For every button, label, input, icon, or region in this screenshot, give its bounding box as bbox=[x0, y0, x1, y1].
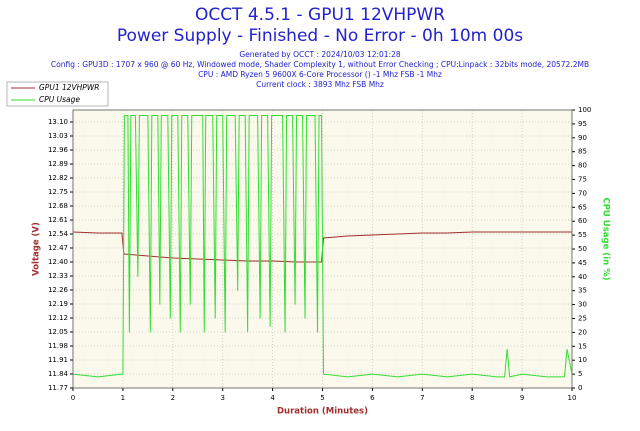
y-tick-label: 12.05 bbox=[48, 328, 68, 336]
x-tick-label: 7 bbox=[420, 394, 424, 402]
x-tick-label: 2 bbox=[171, 394, 175, 402]
y2-tick-label: 90 bbox=[578, 134, 587, 142]
y-tick-label: 13.03 bbox=[48, 132, 68, 140]
y2-tick-label: 0 bbox=[578, 384, 582, 392]
x-tick-label: 10 bbox=[568, 394, 577, 402]
x-tick-label: 1 bbox=[121, 394, 125, 402]
series-line bbox=[72, 115, 573, 378]
chart-title: OCCT 4.5.1 - GPU1 12VHPWR bbox=[195, 5, 445, 25]
legend-box bbox=[6, 81, 109, 107]
legend-label: GPU1 12VHPWR bbox=[39, 83, 99, 92]
series-line bbox=[72, 231, 572, 263]
x-tick-label: 9 bbox=[520, 394, 524, 402]
y-tick-label: 12.54 bbox=[48, 230, 69, 238]
y-tick-label: 12.40 bbox=[48, 258, 68, 266]
y2-tick-label: 95 bbox=[578, 120, 587, 128]
x-tick-label: 3 bbox=[220, 394, 224, 402]
y2-tick-label: 20 bbox=[578, 328, 587, 336]
x-tick-label: 8 bbox=[470, 394, 474, 402]
y-tick-label: 11.91 bbox=[48, 356, 68, 364]
y2-tick-label: 25 bbox=[578, 315, 587, 323]
y2-tick-label: 10 bbox=[578, 356, 587, 364]
y2-tick-label: 70 bbox=[578, 189, 587, 197]
x-tick-label: 6 bbox=[370, 394, 375, 402]
y-axis-label: Voltage (V) bbox=[32, 222, 42, 276]
y-tick-label: 12.75 bbox=[48, 188, 68, 196]
y-tick-label: 12.89 bbox=[48, 160, 68, 168]
y-tick-label: 11.77 bbox=[48, 384, 68, 392]
info-line: Current clock : 3893 Mhz FSB Mhz bbox=[256, 80, 384, 89]
y2-tick-label: 50 bbox=[578, 245, 587, 253]
y2-tick-label: 40 bbox=[578, 273, 587, 281]
y-tick-label: 12.61 bbox=[48, 216, 68, 224]
y-tick-label: 12.96 bbox=[48, 146, 69, 154]
y2-tick-label: 85 bbox=[578, 148, 587, 156]
x-tick-label: 5 bbox=[320, 394, 324, 402]
y2-tick-label: 60 bbox=[578, 217, 587, 225]
chart-subtitle: Power Supply - Finished - No Error - 0h … bbox=[117, 26, 523, 46]
y2-tick-label: 65 bbox=[578, 203, 587, 211]
legend-label: CPU Usage bbox=[39, 95, 80, 104]
y-tick-label: 12.26 bbox=[48, 286, 69, 294]
y-tick-label: 12.47 bbox=[48, 244, 68, 252]
y-tick-label: 11.98 bbox=[48, 342, 68, 350]
plot-frame bbox=[72, 109, 573, 389]
info-line: Generated by OCCT : 2024/10/03 12:01:28 bbox=[239, 50, 401, 59]
y2-tick-label: 100 bbox=[578, 106, 591, 114]
y2-tick-label: 75 bbox=[578, 176, 587, 184]
info-line: Config : GPU3D : 1707 x 960 @ 60 Hz, Win… bbox=[51, 60, 589, 69]
y2-tick-label: 45 bbox=[578, 259, 587, 267]
x-axis-label: Duration (Minutes) bbox=[277, 407, 368, 417]
y2-tick-label: 15 bbox=[578, 342, 587, 350]
y-tick-label: 12.82 bbox=[48, 174, 68, 182]
y-tick-label: 12.19 bbox=[48, 300, 68, 308]
y-tick-label: 11.84 bbox=[48, 370, 69, 378]
y-tick-label: 12.12 bbox=[48, 314, 68, 322]
y-tick-label: 12.68 bbox=[48, 202, 68, 210]
y2-tick-label: 55 bbox=[578, 231, 587, 239]
y2-axis-label: CPU Usage (in %) bbox=[601, 197, 611, 280]
x-tick-label: 0 bbox=[71, 394, 75, 402]
y2-tick-label: 30 bbox=[578, 301, 587, 309]
info-line: CPU : AMD Ryzen 5 9600X 6-Core Processor… bbox=[198, 70, 442, 79]
y2-tick-label: 5 bbox=[578, 370, 582, 378]
y-tick-label: 13.10 bbox=[48, 118, 68, 126]
y2-tick-label: 35 bbox=[578, 287, 587, 295]
y-tick-label: 12.33 bbox=[48, 272, 68, 280]
x-tick-label: 4 bbox=[270, 394, 275, 402]
y2-tick-label: 80 bbox=[578, 162, 587, 170]
